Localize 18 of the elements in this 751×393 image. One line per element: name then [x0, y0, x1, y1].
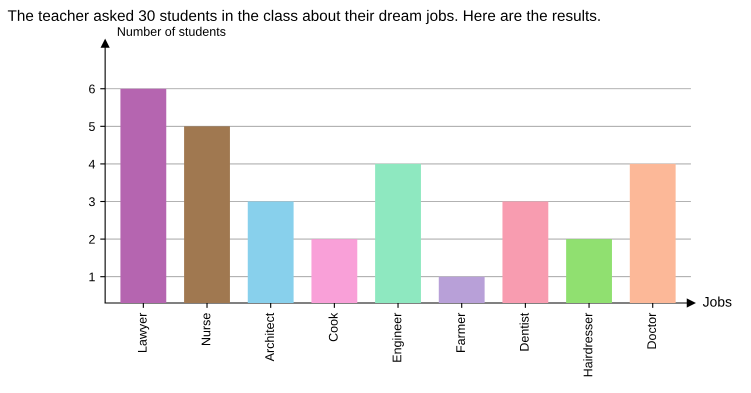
chart-title: The teacher asked 30 students in the class about their dream jobs. Here are the results. — [8, 10, 600, 24]
y-tick-label: 6 — [89, 84, 95, 94]
y-tick-label: 3 — [88, 197, 95, 206]
x-tick-label: Engineer — [392, 312, 404, 362]
x-tick-label: Hairdresser — [583, 312, 592, 376]
x-tick-label: Lawyer — [138, 312, 150, 352]
y-tick-label: 1 — [89, 272, 95, 282]
x-tick-label: Dentist — [520, 312, 529, 351]
x-tick-label: Cook — [328, 312, 338, 342]
y-tick-label: 5 — [88, 122, 95, 131]
x-tick-label: Doctor — [647, 312, 656, 349]
y-tick-label: 4 — [88, 160, 96, 168]
x-axis-title: Jobs — [702, 296, 732, 307]
x-tick-label: Farmer — [456, 312, 466, 352]
y-axis-title: Number of students — [118, 26, 226, 36]
x-tick-label: Architect — [264, 312, 274, 362]
x-tick-label: Nurse — [202, 313, 210, 346]
y-tick-label: 2 — [89, 234, 95, 244]
